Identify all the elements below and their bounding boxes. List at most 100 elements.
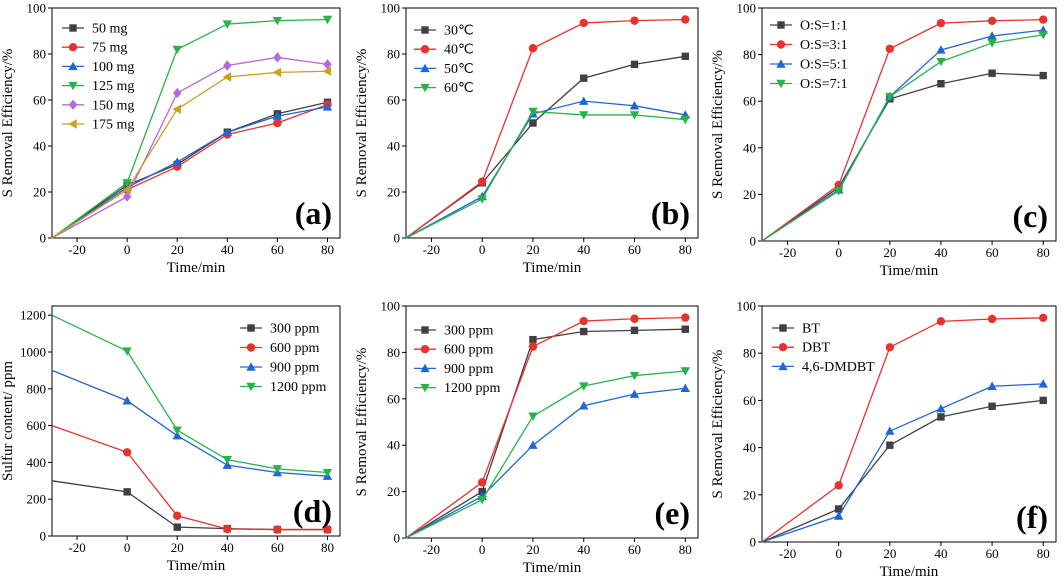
series-line-1 xyxy=(761,399,1044,543)
legend-label: 60℃ xyxy=(444,81,474,96)
y-tick-label: 200 xyxy=(27,492,47,507)
legend-label: O:S=5:1 xyxy=(800,58,848,73)
series-line-2 xyxy=(761,317,1044,543)
legend-marker xyxy=(420,83,430,93)
legend-marker xyxy=(68,43,78,52)
data-point xyxy=(322,15,333,25)
x-tick-label: 40 xyxy=(221,242,234,257)
y-tick-label: 1000 xyxy=(20,345,46,360)
y-tick-label: 80 xyxy=(387,47,400,62)
legend-marker xyxy=(68,99,78,110)
y-tick-label: 80 xyxy=(387,345,400,360)
x-tick-label: 0 xyxy=(479,542,486,557)
legend-marker xyxy=(246,382,256,392)
legend-label: O:S=7:1 xyxy=(800,77,848,92)
y-tick-label: 0 xyxy=(394,231,401,246)
y-tick-label: 60 xyxy=(387,93,400,108)
data-point xyxy=(122,191,132,202)
legend-marker xyxy=(776,79,786,89)
chart-panel-1: -20 0 20 40 60 80 0 20 40 60 80 100 Time/min S Remova… xyxy=(0,1,341,276)
data-point xyxy=(222,460,233,469)
data-point xyxy=(322,468,333,478)
data-point xyxy=(222,20,233,29)
legend-label: O:S=1:1 xyxy=(800,19,848,34)
legend-label: 40℃ xyxy=(444,43,474,58)
data-point xyxy=(885,44,895,53)
legend-label: 30℃ xyxy=(444,24,474,39)
y-tick-label: 600 xyxy=(27,418,47,433)
chart-panel-6: -20 0 20 40 60 80 0 20 40 60 80 100 Time/min S Remova… xyxy=(710,299,1057,580)
data-point xyxy=(579,18,588,28)
y-tick-label: 0 xyxy=(40,529,47,544)
data-point xyxy=(936,18,946,28)
data-point xyxy=(273,118,282,128)
data-point xyxy=(172,426,182,435)
legend-marker xyxy=(421,26,429,34)
data-point xyxy=(579,111,589,120)
data-point xyxy=(223,524,232,534)
data-point xyxy=(172,45,182,55)
x-tick-label: 0 xyxy=(479,242,486,257)
legend-marker xyxy=(779,324,787,332)
y-tick-label: 20 xyxy=(33,185,46,200)
y-tick-label: 80 xyxy=(743,47,756,62)
y-tick-label: 40 xyxy=(387,438,400,453)
legend-marker xyxy=(246,343,256,352)
y-tick-label: 40 xyxy=(387,139,400,154)
x-tick-label: 20 xyxy=(526,542,539,557)
series-line-1 xyxy=(761,72,1044,242)
x-tick-label: 80 xyxy=(321,242,334,257)
legend-marker xyxy=(420,383,430,393)
data-point xyxy=(528,44,538,53)
data-point xyxy=(173,523,181,531)
x-tick-label: -20 xyxy=(779,245,796,260)
x-tick-label: 60 xyxy=(271,540,284,555)
data-point xyxy=(223,60,232,71)
series-line-2 xyxy=(51,424,328,531)
data-point xyxy=(477,177,487,186)
data-point xyxy=(477,496,487,505)
data-point xyxy=(987,16,997,26)
legend-label: 150 mg xyxy=(92,98,134,113)
data-point xyxy=(123,488,131,496)
legend-marker xyxy=(69,24,77,32)
x-tick-label: 80 xyxy=(679,242,692,257)
plot-frame xyxy=(51,305,341,537)
x-axis-title: Time/min xyxy=(523,560,582,576)
series-line-2 xyxy=(405,316,686,539)
x-tick-label: 20 xyxy=(171,540,184,555)
data-point xyxy=(172,157,182,166)
panel-label: (a) xyxy=(295,195,332,231)
y-tick-label: 100 xyxy=(381,1,401,16)
data-point xyxy=(122,347,132,356)
data-point xyxy=(122,396,132,405)
x-tick-label: 60 xyxy=(628,542,641,557)
legend-label: 600 ppm xyxy=(444,343,494,358)
data-point xyxy=(272,465,283,474)
legend-label: 1200 ppm xyxy=(270,380,327,395)
y-tick-label: 0 xyxy=(40,231,47,246)
legend-marker xyxy=(247,324,255,332)
x-tick-label: -20 xyxy=(779,546,796,561)
data-point xyxy=(322,66,332,76)
legend: 300 ppm 600 ppm 900 ppm 1200 ppm xyxy=(240,322,327,395)
x-tick-label: 60 xyxy=(628,242,641,257)
data-point xyxy=(122,448,132,457)
series-line-3 xyxy=(51,369,328,477)
x-axis-title: Time/min xyxy=(880,564,939,580)
series-line-4 xyxy=(761,34,1044,242)
series-line-3 xyxy=(51,106,328,239)
x-axis-title: Time/min xyxy=(167,558,226,574)
data-point xyxy=(477,478,487,487)
legend-marker xyxy=(68,81,78,91)
y-tick-label: 400 xyxy=(27,455,47,470)
data-point xyxy=(936,317,946,326)
data-point xyxy=(272,67,282,78)
x-tick-label: -20 xyxy=(68,242,85,257)
plot-frame xyxy=(761,7,1057,242)
y-axis-title: S Removal Efficiency/% xyxy=(710,350,726,499)
legend-label: 75 mg xyxy=(92,41,127,56)
data-point xyxy=(937,413,945,421)
y-tick-label: 60 xyxy=(33,93,46,108)
data-point xyxy=(222,127,233,136)
